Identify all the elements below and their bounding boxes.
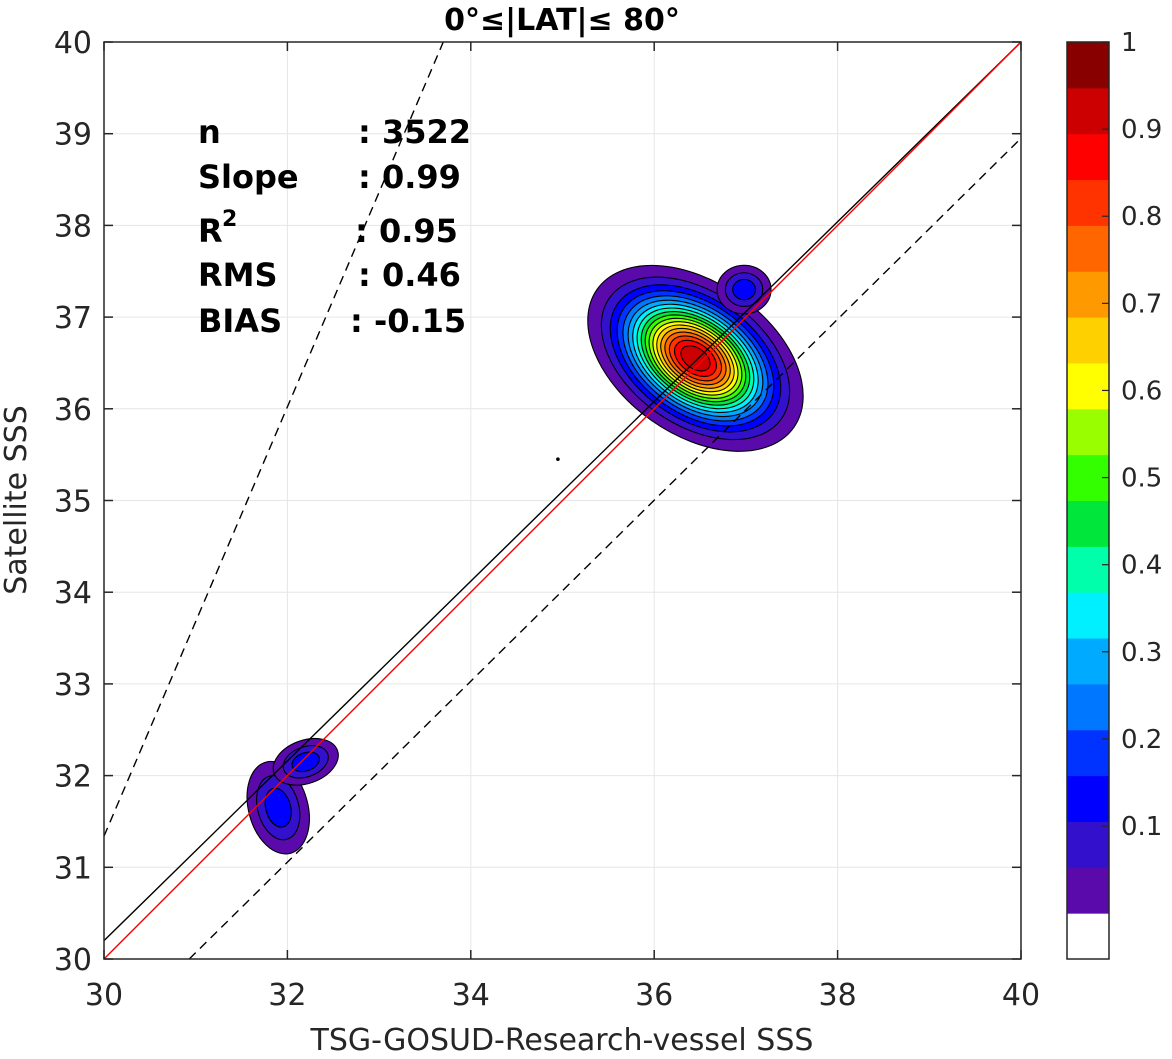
stat-r2-label: R xyxy=(198,212,223,250)
stat-n-value: : 3522 xyxy=(358,113,471,151)
ticks-layer: 30 32 34 36 38 40 30 31 32 33 34 35 36 37 38 39 40 xyxy=(54,26,1040,1013)
x-axis-label: TSG-GOSUD-Research-vessel SSS xyxy=(310,1023,814,1055)
y-tick-label: 34 xyxy=(54,576,92,611)
colorbar-swatch xyxy=(1067,87,1109,135)
stat-bias-label: BIAS xyxy=(198,302,282,340)
colorbar-swatch xyxy=(1067,317,1109,364)
colorbar-swatch xyxy=(1067,42,1109,89)
colorbar-ticks: 0.1 0.2 0.3 0.4 0.5 0.6 0.7 0.8 0.9 1 xyxy=(1102,28,1162,842)
colorbar-swatch xyxy=(1067,638,1109,685)
colorbar-swatch xyxy=(1067,408,1109,456)
colorbar: 0.1 0.2 0.3 0.4 0.5 0.6 0.7 0.8 0.9 1 xyxy=(1066,28,1162,960)
stat-slope-value: : 0.99 xyxy=(358,158,461,196)
stat-slope-label: Slope xyxy=(198,158,299,196)
outlier-point xyxy=(556,457,560,462)
colorbar-tick-label: 0.3 xyxy=(1121,638,1162,668)
y-tick-label: 35 xyxy=(54,485,92,520)
colorbar-swatch xyxy=(1067,362,1109,410)
y-tick-label: 37 xyxy=(54,301,92,336)
y-tick-label: 32 xyxy=(54,760,92,795)
colorbar-swatch xyxy=(1067,913,1109,960)
y-tick-label: 30 xyxy=(54,943,92,978)
one-to-one-line xyxy=(104,42,1021,942)
y-tick-label: 40 xyxy=(54,26,92,61)
stat-rms-label: RMS xyxy=(198,256,278,294)
colorbar-tick-label: 0.1 xyxy=(1121,812,1162,842)
x-tick-label: 32 xyxy=(268,978,306,1013)
colorbar-swatch xyxy=(1067,546,1109,593)
x-tick-label: 38 xyxy=(819,978,857,1013)
stat-r2-sup: 2 xyxy=(222,207,237,232)
density-contour xyxy=(732,278,756,301)
colorbar-swatch xyxy=(1067,271,1109,318)
colorbar-tick-label: 0.4 xyxy=(1121,551,1162,581)
colorbar-swatches xyxy=(1067,42,1109,960)
colorbar-swatch xyxy=(1067,729,1109,777)
colorbar-swatch xyxy=(1067,867,1109,914)
colorbar-swatch xyxy=(1067,592,1109,639)
x-tick-label: 30 xyxy=(85,978,123,1013)
colorbar-frame xyxy=(1066,41,1110,960)
stat-r2-value: : 0.95 xyxy=(355,212,458,250)
colorbar-swatch xyxy=(1067,500,1109,547)
y-tick-label: 36 xyxy=(54,393,92,428)
colorbar-swatch xyxy=(1067,821,1109,868)
stat-n-label: n xyxy=(198,113,221,151)
x-tick-label: 34 xyxy=(452,978,490,1013)
upper-bound-line xyxy=(104,42,444,837)
colorbar-tick-label: 0.5 xyxy=(1121,464,1162,494)
stat-rms-value: : 0.46 xyxy=(358,256,461,294)
colorbar-tick-label: 0.8 xyxy=(1121,202,1162,232)
y-axis-label: Satellite SSS xyxy=(0,405,34,595)
y-tick-label: 31 xyxy=(54,851,92,886)
lines-layer xyxy=(104,42,1021,959)
colorbar-swatch xyxy=(1067,683,1109,731)
density-cluster xyxy=(716,264,772,315)
density-contour xyxy=(291,751,320,773)
colorbar-swatch xyxy=(1067,179,1109,226)
stat-bias-value: : -0.15 xyxy=(350,302,466,340)
colorbar-tick-label: 0.2 xyxy=(1121,725,1162,755)
colorbar-swatch xyxy=(1067,775,1109,822)
stats-annotation: n : 3522 Slope : 0.99 R 2 : 0.95 RMS : 0… xyxy=(198,113,471,340)
x-tick-label: 36 xyxy=(635,978,673,1013)
chart-title: 0°≤|LAT|≤ 80° xyxy=(444,3,680,38)
plot-area: 30 32 34 36 38 40 30 31 32 33 34 35 36 37 38 39 40 xyxy=(54,26,1040,1013)
colorbar-tick-label: 0.9 xyxy=(1121,115,1162,145)
colorbar-tick-label: 1 xyxy=(1121,28,1138,58)
colorbar-tick-label: 0.7 xyxy=(1121,289,1162,319)
x-tick-label: 40 xyxy=(1002,978,1040,1013)
colorbar-swatch xyxy=(1067,225,1109,272)
colorbar-swatch xyxy=(1067,133,1109,181)
colorbar-tick-label: 0.6 xyxy=(1121,376,1162,406)
y-tick-label: 39 xyxy=(54,118,92,153)
y-tick-label: 38 xyxy=(54,209,92,244)
density-contour xyxy=(264,787,292,828)
regression-line xyxy=(104,42,1021,959)
y-tick-label: 33 xyxy=(54,668,92,703)
